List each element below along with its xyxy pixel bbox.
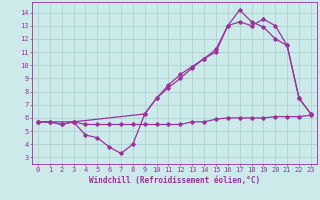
- X-axis label: Windchill (Refroidissement éolien,°C): Windchill (Refroidissement éolien,°C): [89, 176, 260, 185]
